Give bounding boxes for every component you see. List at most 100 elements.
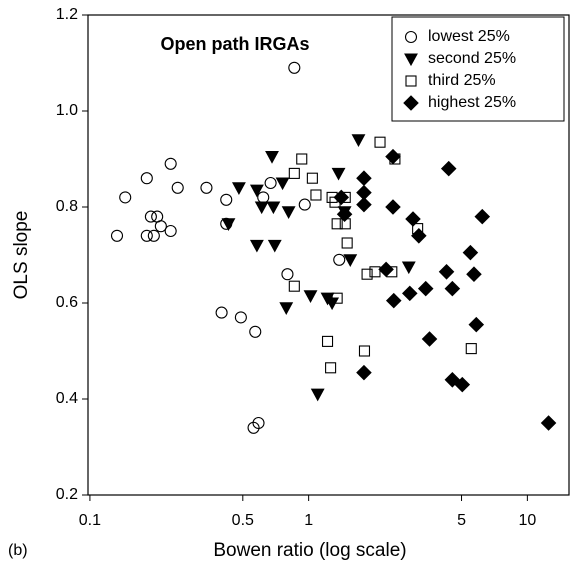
point <box>264 176 277 190</box>
point <box>421 331 438 347</box>
point <box>331 218 343 230</box>
point <box>221 218 236 231</box>
y-tick-label: 1.0 <box>56 102 78 119</box>
point <box>356 364 372 381</box>
point <box>341 237 353 249</box>
point <box>378 261 394 278</box>
point <box>119 191 132 204</box>
point <box>468 316 485 333</box>
point <box>279 302 294 315</box>
point <box>306 172 318 184</box>
legend-label: highest 25% <box>428 94 516 111</box>
point <box>164 157 177 170</box>
x-tick-label: 1 <box>304 512 313 529</box>
point <box>333 189 350 206</box>
plot-frame <box>87 14 570 496</box>
point <box>325 362 337 374</box>
legend-label: second 25% <box>428 50 516 67</box>
point <box>288 61 301 74</box>
point <box>281 268 294 281</box>
point <box>438 264 455 280</box>
point <box>257 191 270 204</box>
point <box>296 153 308 165</box>
legend-box <box>391 16 565 122</box>
point <box>266 201 281 215</box>
point <box>331 292 343 304</box>
point <box>385 148 401 165</box>
y-tick-label: 0.4 <box>56 390 78 407</box>
x-tick-label: 5 <box>457 512 466 529</box>
point <box>462 244 479 261</box>
legend-marker <box>404 53 418 67</box>
y-tick-label: 0.2 <box>56 486 78 503</box>
chart-title: Open path IRGAs <box>160 34 309 54</box>
point <box>440 160 457 177</box>
point <box>254 201 269 215</box>
point <box>200 181 213 194</box>
point <box>303 290 318 303</box>
point <box>265 151 279 164</box>
legend-label: lowest 25% <box>428 28 510 45</box>
point <box>154 220 167 233</box>
point <box>411 228 427 244</box>
point <box>385 199 401 215</box>
point <box>171 181 184 194</box>
point <box>540 415 557 431</box>
point <box>234 311 247 324</box>
y-tick-label: 1.2 <box>56 6 78 23</box>
y-tick-label: 0.6 <box>56 294 78 311</box>
point <box>474 208 491 225</box>
legend-marker <box>405 75 417 87</box>
point <box>249 325 262 338</box>
legend-label: third 25% <box>428 72 496 89</box>
point <box>310 388 325 402</box>
point <box>385 292 402 309</box>
point <box>110 229 124 242</box>
point <box>215 306 228 319</box>
point <box>356 196 372 213</box>
point <box>310 189 322 201</box>
point <box>331 167 346 181</box>
point <box>417 280 434 297</box>
point <box>144 210 157 223</box>
point <box>402 285 418 302</box>
point <box>444 280 461 297</box>
point <box>405 211 421 227</box>
y-tick-label: 0.8 <box>56 198 78 215</box>
x-tick-label: 0.5 <box>232 512 254 529</box>
x-tick-label: 0.1 <box>79 512 101 529</box>
legend-marker <box>404 30 418 44</box>
point <box>252 416 265 430</box>
point <box>465 343 477 355</box>
point <box>343 254 358 267</box>
point <box>267 239 282 253</box>
point <box>288 167 300 179</box>
point <box>454 376 471 393</box>
panel-label: (b) <box>8 542 28 559</box>
point <box>351 134 366 147</box>
point <box>249 239 264 253</box>
point <box>231 182 246 195</box>
point <box>164 224 177 238</box>
point <box>336 206 353 222</box>
point <box>275 177 290 191</box>
point <box>281 206 296 219</box>
point <box>361 268 373 280</box>
point <box>374 136 386 148</box>
point <box>249 184 264 198</box>
legend-marker <box>403 95 419 111</box>
point <box>356 170 372 186</box>
point <box>140 229 153 242</box>
x-tick-label: 10 <box>518 512 536 529</box>
point <box>401 261 416 275</box>
point <box>333 253 346 266</box>
point <box>358 345 371 357</box>
x-axis-label: Bowen ratio (log scale) <box>213 540 406 561</box>
point <box>220 193 233 206</box>
point <box>140 172 153 185</box>
point <box>321 335 334 347</box>
point <box>298 198 311 211</box>
point <box>147 229 160 242</box>
point <box>369 266 381 278</box>
